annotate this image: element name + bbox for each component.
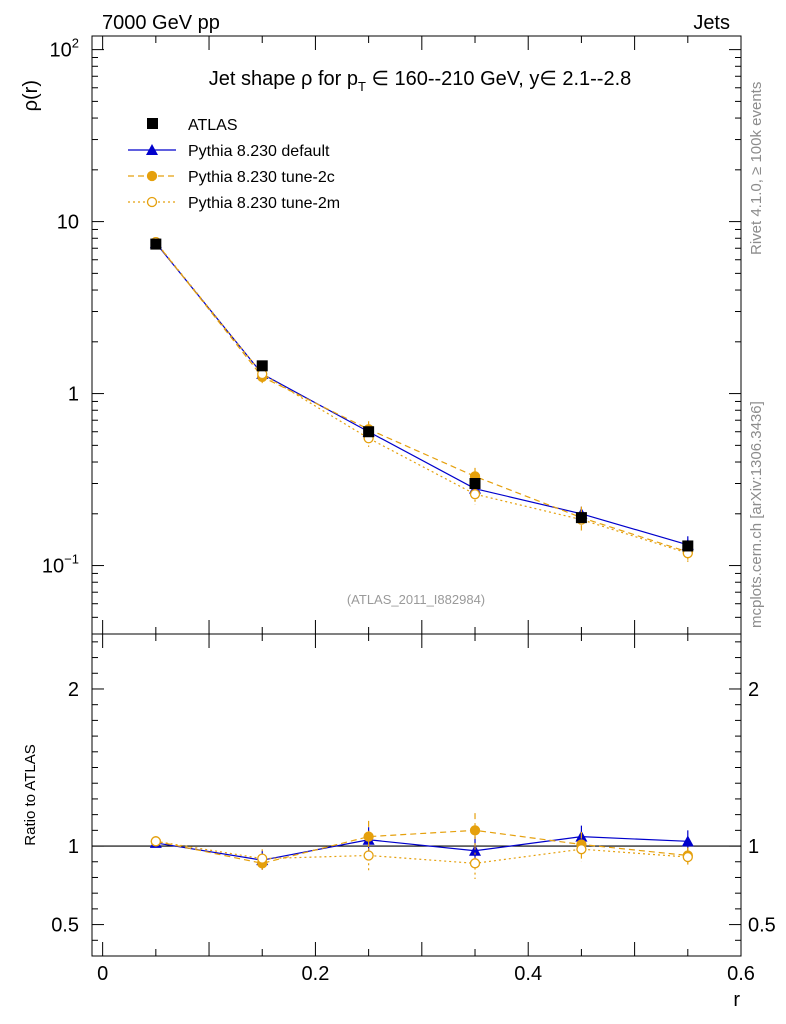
- ratio-point-pythia-8-230-default: [681, 835, 694, 847]
- y-tick-label-ratio-right: 2: [748, 679, 759, 701]
- legend-marker-pythia-8-230-default: [146, 144, 158, 155]
- legend-marker-atlas: [147, 118, 158, 129]
- y-tick-label-ratio: 0.5: [51, 915, 79, 937]
- main-panel: 10−1 1 10 102: [42, 35, 742, 635]
- atlas-point: [150, 238, 162, 250]
- atlas-point: [363, 426, 375, 438]
- ratio-line-pythia-8-230-tune-2c: [155, 829, 688, 864]
- ratio-point-pythia-8-230-default: [469, 844, 482, 856]
- main-line-pythia-8-230-tune-2m: [155, 241, 688, 554]
- ratio-frame: [91, 633, 742, 957]
- main-line-pythia-8-230-tune-2c: [155, 241, 688, 553]
- ratio-point-pythia-8-230-tune-2m: [469, 858, 481, 869]
- chart-title-pre: Jet shape ρ for p: [209, 68, 358, 90]
- atlas-point: [682, 540, 694, 552]
- ratio-point-pythia-8-230-tune-2m: [363, 850, 374, 861]
- rivet-label: Rivet 4.1.0, ≥ 100k events: [748, 82, 765, 255]
- atlas-point: [575, 512, 587, 524]
- legend-label-pythia-8-230-tune-2m: Pythia 8.230 tune-2m: [188, 195, 340, 212]
- mcplots-label: mcplots.cern.ch [arXiv:1306.3436]: [748, 401, 765, 628]
- legend: ATLAS Pythia 8.230 default Pythia 8.230 tu…: [128, 117, 340, 212]
- ratio-point-pythia-8-230-tune-2m: [150, 836, 161, 847]
- y-tick-label-ratio-right: 1: [748, 836, 759, 858]
- x-tick-label: 0.2: [302, 963, 330, 985]
- y-axis-label-ratio: Ratio to ATLAS: [22, 744, 39, 845]
- header-left: 7000 GeV pp: [102, 12, 220, 34]
- y-axis-label-main: ρ(r): [20, 80, 42, 111]
- x-axis-label: r: [733, 989, 740, 1011]
- header-right: Jets: [693, 12, 730, 34]
- legend-label-atlas: ATLAS: [188, 117, 238, 134]
- legend-label-pythia-8-230-default: Pythia 8.230 default: [188, 143, 330, 160]
- main-point-pythia-8-230-tune-2m: [469, 489, 481, 500]
- chart-title-mid: ∈ 160--210 GeV, y∈ 2.1--2.8: [366, 68, 631, 90]
- legend-label-pythia-8-230-tune-2c: Pythia 8.230 tune-2c: [188, 169, 335, 186]
- x-tick-label: 0: [97, 963, 108, 985]
- y-tick-label-main: 10−1: [42, 552, 79, 578]
- y-tick-label-main: 102: [50, 36, 79, 62]
- ratio-point-pythia-8-230-tune-2c: [469, 825, 481, 836]
- y-tick-label-main: 10: [57, 212, 79, 234]
- y-tick-label-ratio: 1: [68, 836, 79, 858]
- y-tick-label-ratio: 2: [68, 679, 79, 701]
- ratio-point-pythia-8-230-tune-2m: [257, 853, 268, 864]
- legend-marker-pythia-8-230-tune-2c: [146, 170, 158, 182]
- ratio-point-pythia-8-230-tune-2m: [576, 844, 587, 855]
- ratio-point-pythia-8-230-tune-2c: [363, 831, 374, 842]
- ratio-line-pythia-8-230-default: [155, 836, 688, 861]
- analysis-reference: (ATLAS_2011_I882984): [347, 592, 485, 607]
- x-tick-label: 0.6: [727, 963, 755, 985]
- ratio-point-pythia-8-230-tune-2m: [682, 851, 693, 863]
- y-tick-label-ratio-right: 0.5: [748, 915, 776, 937]
- ratio-panel: 0 0.2 0.4 0.6 0.5 0.5 1 1 2 2: [51, 633, 776, 985]
- x-tick-label: 0.4: [514, 963, 542, 985]
- main-line-pythia-8-230-default: [155, 242, 688, 546]
- chart-title-sub: T: [358, 79, 366, 94]
- atlas-point: [256, 360, 268, 372]
- ratio-line-pythia-8-230-tune-2m: [155, 840, 688, 864]
- legend-marker-pythia-8-230-tune-2m: [146, 196, 158, 208]
- atlas-point: [469, 478, 481, 490]
- chart-title: Jet shape ρ for pT ∈ 160--210 GeV, y∈ 2.…: [209, 68, 632, 94]
- y-tick-label-main: 1: [68, 384, 79, 406]
